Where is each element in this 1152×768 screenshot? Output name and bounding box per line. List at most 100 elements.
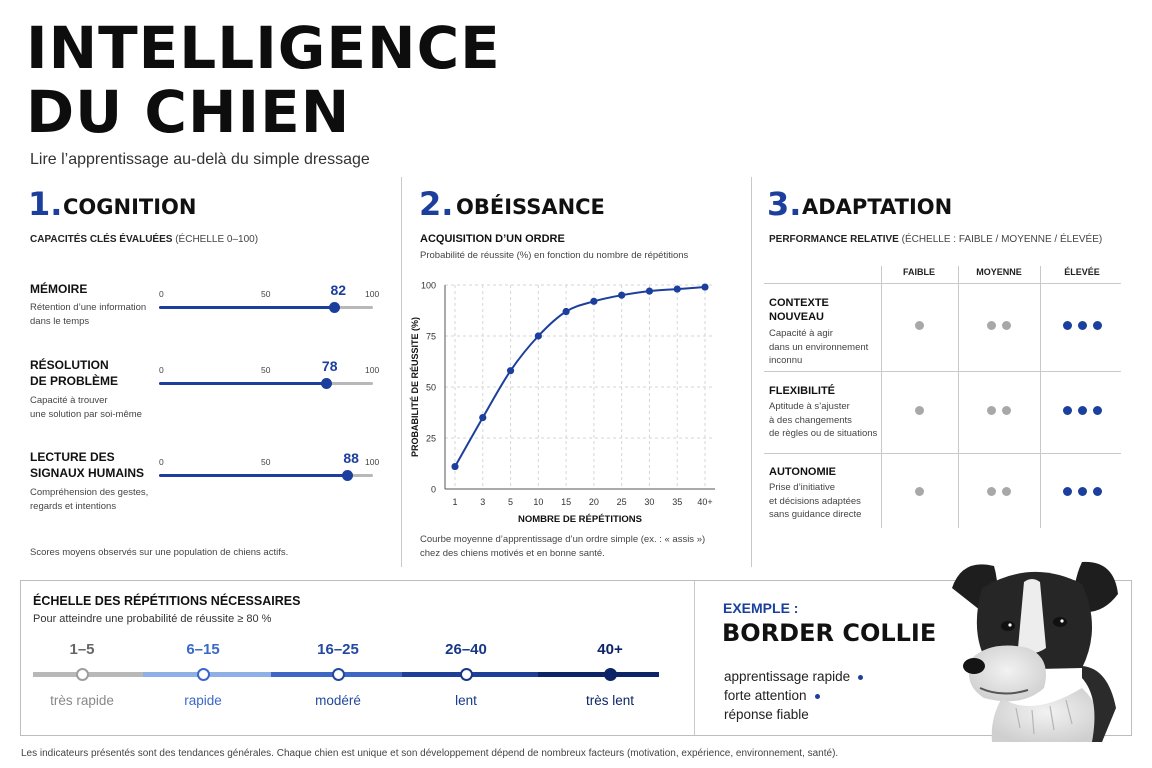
scale-subtitle: Pour atteindre une probabilité de réussi…: [33, 613, 272, 625]
section-number: 1.: [28, 185, 63, 223]
x-tick-label: 25: [617, 497, 627, 507]
x-tick-label: 40+: [697, 497, 712, 507]
data-point: [701, 283, 709, 291]
scale-step-label: très rapide: [50, 693, 114, 708]
rating-dots: [1052, 406, 1112, 415]
scale-step-dot: [331, 668, 345, 681]
rating-dot-icon: [914, 321, 924, 330]
scale-segment: [538, 672, 659, 677]
bullet-dot-icon: [858, 674, 864, 680]
rating-dot-icon: [1077, 406, 1087, 415]
cognition-note: Scores moyens observés sur une populatio…: [30, 547, 289, 558]
rating-dots: [889, 487, 949, 496]
rating-dot-icon: [1002, 406, 1011, 415]
scale-tick-mid: 50: [261, 365, 271, 375]
column-header: FAIBLE: [902, 267, 935, 277]
row-description: et décisions adaptées: [769, 495, 861, 507]
row-name: AUTONOMIE: [769, 466, 837, 478]
rating-dot-icon: [1002, 487, 1011, 496]
rating-dot-icon: [987, 321, 996, 330]
scale-tick-max: 100: [365, 289, 380, 299]
score-knob: [342, 470, 354, 481]
skill-description: Rétention d’une information: [30, 302, 147, 313]
section-title-adaptation: ADAPTATION: [802, 195, 953, 219]
rating-dot-icon: [1092, 406, 1102, 415]
y-tick-label: 100: [421, 281, 436, 291]
bullet-dot-icon: [814, 693, 820, 699]
data-point: [590, 297, 598, 305]
column-divider: [751, 177, 752, 567]
row-description: sans guidance directe: [769, 509, 862, 520]
section-title-obeissance: OBÉISSANCE: [456, 195, 605, 219]
skill-description: dans le temps: [30, 316, 90, 327]
rating-dot-icon: [914, 487, 924, 496]
data-point: [673, 285, 681, 293]
chart-note-line-1: Courbe moyenne d’apprentissage d’un ordr…: [420, 534, 706, 545]
scale-step-range: 16–25: [317, 641, 359, 658]
column-header: MOYENNE: [976, 267, 1022, 277]
skill-name: SIGNAUX HUMAINS: [30, 466, 145, 480]
footer-disclaimer: Les indicateurs présentés sont des tenda…: [21, 748, 839, 759]
x-axis-label: NOMBRE DE RÉPÉTITIONS: [518, 514, 642, 525]
scale-tick-max: 100: [365, 365, 380, 375]
rating-dots: [969, 321, 1029, 330]
scale-step-dot: [196, 668, 210, 681]
chart-title: ACQUISITION D’UN ORDRE: [420, 233, 565, 245]
x-tick-label: 3: [480, 497, 485, 507]
skill-name: MÉMOIRE: [30, 282, 88, 296]
cognition-label: CAPACITÉS CLÉS ÉVALUÉES (ÉCHELLE 0–100): [30, 234, 259, 245]
column-divider: [401, 177, 402, 567]
row-description: inconnu: [769, 355, 803, 366]
scale-example-box: [20, 580, 1132, 736]
x-tick-label: 10: [533, 497, 543, 507]
column-separator: [1040, 266, 1041, 528]
skill-description: une solution par soi-même: [30, 409, 142, 420]
score-value: 88: [343, 450, 359, 466]
series-line: [454, 286, 706, 468]
score-fill: [159, 474, 348, 477]
skill-description: Capacité à trouver: [30, 395, 108, 406]
scale-step-range: 6–15: [186, 641, 220, 658]
row-rule: [764, 371, 1121, 372]
score-knob: [320, 378, 332, 389]
rating-dot-icon: [1062, 487, 1072, 496]
data-point: [479, 414, 487, 422]
score-value: 78: [321, 358, 338, 374]
y-axis-label: PROBABILITÉ DE RÉUSSITE (%): [410, 317, 420, 457]
section-title-cognition: COGNITION: [63, 195, 197, 219]
rating-dot-icon: [987, 406, 996, 415]
example-trait: forte attention: [724, 688, 820, 703]
rating-dots: [889, 321, 949, 330]
scale-tick-mid: 50: [261, 289, 271, 299]
page-subtitle: Lire l’apprentissage au-delà du simple d…: [30, 151, 370, 168]
data-point: [645, 287, 654, 295]
scale-step-range: 1–5: [69, 641, 95, 658]
column-separator: [881, 266, 882, 528]
row-name: NOUVEAU: [769, 311, 825, 323]
border-collie-illustration: [952, 561, 1118, 742]
x-tick-label: 1: [452, 497, 457, 507]
row-description: de règles ou de situations: [769, 428, 878, 439]
rating-dots: [969, 487, 1029, 496]
example-trait: réponse fiable: [724, 707, 809, 722]
section-number: 3.: [767, 185, 802, 223]
rating-dot-icon: [1077, 487, 1087, 496]
section-number: 2.: [419, 185, 454, 223]
data-point: [534, 332, 542, 340]
example-breed: BORDER COLLIE: [722, 619, 937, 647]
x-tick-label: 5: [508, 497, 513, 507]
scale-step-label: modéré: [315, 693, 361, 708]
y-tick-label: 75: [426, 332, 436, 342]
skill-name: DE PROBLÈME: [30, 374, 119, 388]
row-rule: [764, 453, 1121, 454]
row-description: à des changements: [769, 414, 852, 426]
scale-tick-mid: 50: [261, 457, 271, 467]
score-fill: [159, 306, 335, 309]
rating-dots: [1052, 321, 1112, 330]
y-tick-label: 25: [426, 434, 436, 444]
y-tick-label: 50: [426, 383, 436, 393]
scale-step-range: 26–40: [445, 641, 487, 658]
data-point: [562, 307, 570, 316]
scale-step-label: lent: [455, 693, 477, 708]
